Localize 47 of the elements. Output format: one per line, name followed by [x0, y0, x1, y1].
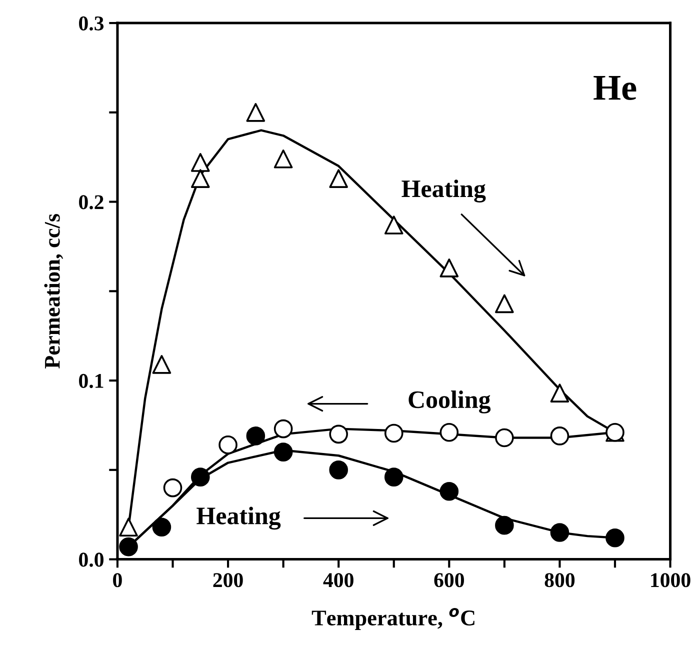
- point: [550, 523, 570, 542]
- point: [190, 169, 210, 188]
- x-tick-label: 1000: [651, 573, 690, 588]
- point: [218, 435, 238, 454]
- point: [329, 424, 348, 444]
- y-tick-label: 0.3: [79, 16, 104, 31]
- annotation: Heating: [196, 506, 281, 530]
- point: [119, 537, 138, 556]
- point: [274, 419, 293, 438]
- point: [495, 516, 514, 535]
- point: [274, 149, 293, 168]
- point: [246, 103, 266, 122]
- point: [495, 428, 514, 448]
- y-tick-label: 0.0: [79, 552, 104, 567]
- point: [329, 169, 348, 188]
- point: [550, 384, 570, 402]
- point: [119, 518, 138, 537]
- annotation: Cooling: [408, 390, 491, 414]
- point: [246, 426, 266, 446]
- x-tick-label: 600: [434, 573, 464, 588]
- point: [384, 468, 404, 486]
- point: [190, 153, 210, 172]
- point: [329, 460, 348, 480]
- point: [550, 426, 570, 446]
- x-tick-label: 800: [544, 573, 575, 588]
- point: [440, 482, 459, 501]
- point: [440, 422, 459, 442]
- point: [384, 216, 404, 234]
- point: [606, 528, 624, 548]
- point: [440, 258, 459, 278]
- point: [190, 468, 210, 486]
- point: [606, 422, 624, 442]
- point: [384, 424, 404, 443]
- y-tick-label: 0.1: [79, 374, 104, 388]
- point: [274, 442, 293, 462]
- annotation: Heating: [402, 180, 486, 202]
- x-tick-label: 400: [323, 573, 354, 588]
- x-tick-label: 200: [213, 573, 243, 588]
- annotation: He: [594, 76, 636, 100]
- point: [495, 294, 514, 314]
- x-axis-title: Temperature, $^{o}$C: [312, 608, 474, 630]
- y-axis-title: Permeation, cc/s: [44, 214, 64, 369]
- y-tick-label: 0.2: [79, 195, 104, 210]
- point: [152, 355, 172, 374]
- x-tick-label: 0: [113, 573, 122, 588]
- point: [163, 478, 182, 498]
- point: [152, 518, 172, 537]
